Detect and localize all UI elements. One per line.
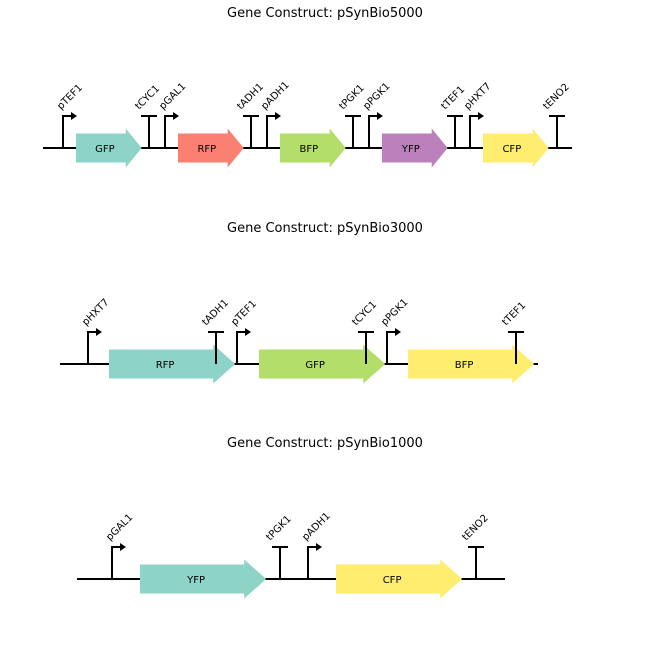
promoter-symbol: pPGK1 bbox=[379, 297, 410, 364]
terminator-label: tPGK1 bbox=[337, 83, 366, 112]
coding-sequence: YFP bbox=[140, 559, 267, 599]
gene-label: CFP bbox=[383, 575, 402, 586]
promoter-label: pHXT7 bbox=[80, 297, 111, 328]
terminator-label: tENO2 bbox=[460, 513, 490, 543]
promoter-arrow-icon bbox=[478, 112, 484, 120]
gene-arrow bbox=[140, 559, 267, 599]
terminator-symbol: tENO2 bbox=[460, 513, 491, 579]
gene-label: CFP bbox=[502, 144, 521, 155]
terminator-symbol: tTEF1 bbox=[439, 84, 467, 148]
construct-title: Gene Construct: pSynBio5000 bbox=[227, 6, 423, 21]
terminator-symbol: tADH1 bbox=[235, 81, 266, 148]
gene-label: GFP bbox=[305, 360, 325, 371]
gene-arrow bbox=[382, 128, 448, 168]
coding-sequence: GFP bbox=[259, 344, 386, 384]
terminator-label: tPGK1 bbox=[264, 514, 293, 543]
promoter-label: pADH1 bbox=[300, 511, 332, 543]
coding-sequence: BFP bbox=[280, 128, 346, 168]
gene-construct: Gene Construct: pSynBio5000 pTEF1 GFP tCYC1… bbox=[43, 6, 572, 168]
terminator-label: tCYC1 bbox=[133, 83, 162, 112]
promoter-arrow-icon bbox=[96, 328, 102, 336]
promoter-arrow-icon bbox=[395, 328, 401, 336]
gene-arrow bbox=[76, 128, 142, 168]
promoter-label: pGAL1 bbox=[104, 512, 135, 543]
promoter-arrow-icon bbox=[377, 112, 383, 120]
gene-arrow bbox=[109, 344, 236, 384]
promoter-arrow-icon bbox=[173, 112, 179, 120]
terminator-label: tTEF1 bbox=[439, 84, 467, 112]
gene-label: BFP bbox=[300, 144, 319, 155]
gene-arrow bbox=[483, 128, 549, 168]
promoter-arrow-icon bbox=[245, 328, 251, 336]
promoter-label: pPGK1 bbox=[379, 297, 410, 328]
terminator-label: tENO2 bbox=[541, 82, 571, 112]
coding-sequence: RFP bbox=[109, 344, 236, 384]
coding-sequence: CFP bbox=[336, 559, 463, 599]
gene-arrow bbox=[178, 128, 244, 168]
terminator-label: tADH1 bbox=[200, 297, 231, 328]
coding-sequence: BFP bbox=[408, 344, 535, 384]
coding-sequence: CFP bbox=[483, 128, 549, 168]
gene-arrow bbox=[280, 128, 346, 168]
promoter-symbol: pHXT7 bbox=[80, 297, 111, 364]
promoter-symbol: pADH1 bbox=[300, 511, 333, 579]
terminator-label: tTEF1 bbox=[500, 300, 528, 328]
promoter-arrow-icon bbox=[120, 543, 126, 551]
promoter-symbol: pTEF1 bbox=[229, 299, 259, 364]
construct-title: Gene Construct: pSynBio3000 bbox=[227, 221, 423, 236]
gene-arrow bbox=[336, 559, 463, 599]
promoter-arrow-icon bbox=[316, 543, 322, 551]
gene-label: BFP bbox=[455, 360, 474, 371]
promoter-label: pHXT7 bbox=[462, 81, 493, 112]
gene-label: RFP bbox=[156, 360, 175, 371]
coding-sequence: RFP bbox=[178, 128, 244, 168]
terminator-symbol: tENO2 bbox=[541, 82, 572, 148]
gene-construct: Gene Construct: pSynBio1000 pGAL1 YFP tPGK1… bbox=[77, 436, 505, 599]
terminator-symbol: tCYC1 bbox=[133, 83, 162, 148]
terminator-label: tCYC1 bbox=[350, 299, 379, 328]
promoter-label: pTEF1 bbox=[229, 299, 259, 329]
gene-label: GFP bbox=[95, 144, 115, 155]
terminator-symbol: tPGK1 bbox=[264, 514, 294, 579]
promoter-label: pGAL1 bbox=[157, 81, 188, 112]
gene-arrow bbox=[259, 344, 386, 384]
terminator-symbol: tPGK1 bbox=[337, 83, 367, 148]
promoter-arrow-icon bbox=[275, 112, 281, 120]
gene-construct: Gene Construct: pSynBio3000 pHXT7 RFP tADH1… bbox=[60, 221, 538, 384]
promoter-arrow-icon bbox=[71, 112, 77, 120]
gene-label: RFP bbox=[197, 144, 216, 155]
coding-sequence: GFP bbox=[76, 128, 142, 168]
promoter-label: pPGK1 bbox=[361, 81, 392, 112]
promoter-label: pADH1 bbox=[259, 80, 291, 112]
promoter-label: pTEF1 bbox=[55, 83, 85, 113]
construct-title: Gene Construct: pSynBio1000 bbox=[227, 436, 423, 451]
promoter-symbol: pGAL1 bbox=[104, 512, 135, 579]
gene-arrow bbox=[408, 344, 535, 384]
gene-label: YFP bbox=[401, 144, 420, 155]
coding-sequence: YFP bbox=[382, 128, 448, 168]
gene-label: YFP bbox=[186, 575, 205, 586]
